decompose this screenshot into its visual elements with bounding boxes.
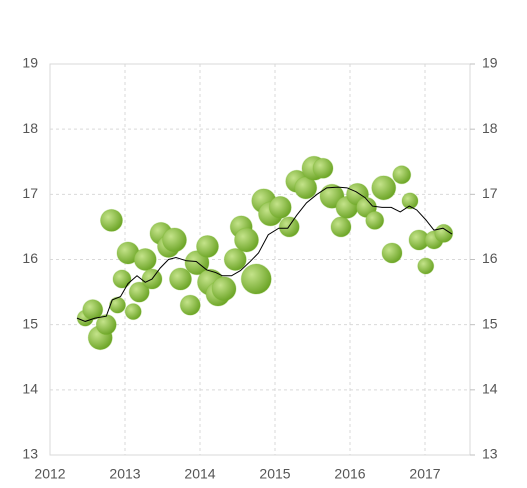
bubble xyxy=(365,210,385,230)
bubble xyxy=(128,281,150,303)
y2-tick-label: 15 xyxy=(482,315,498,331)
bubble xyxy=(112,269,132,289)
y2-tick-label: 17 xyxy=(482,185,498,201)
bubble xyxy=(109,296,126,314)
y2-tick-label: 19 xyxy=(482,55,498,71)
x-tick-label: 2012 xyxy=(34,466,65,482)
grid xyxy=(49,63,475,456)
y-tick-label: 19 xyxy=(22,55,38,71)
y-tick-label: 14 xyxy=(22,381,38,397)
y2-tick-label: 18 xyxy=(482,120,498,136)
x-tick-label: 2015 xyxy=(259,466,290,482)
bubble xyxy=(234,227,259,253)
x-tick-label: 2017 xyxy=(409,466,440,482)
bubble xyxy=(417,257,435,275)
x-tick-label: 2016 xyxy=(334,466,365,482)
bubble xyxy=(401,192,419,210)
y-tick-label: 13 xyxy=(22,446,38,462)
line xyxy=(76,186,453,322)
y2-tick-label: 14 xyxy=(482,381,498,397)
y-tick-label: 17 xyxy=(22,185,38,201)
bubble xyxy=(184,250,210,276)
y-tick-label: 18 xyxy=(22,120,38,136)
bubble xyxy=(330,216,352,238)
bubble xyxy=(211,276,237,302)
bubble xyxy=(100,208,123,232)
bubble xyxy=(196,234,219,258)
bubble xyxy=(162,227,187,253)
bubble xyxy=(169,267,192,291)
bubble xyxy=(124,303,142,321)
bubble xyxy=(95,314,117,336)
y2-tick-label: 13 xyxy=(482,446,498,462)
y-tick-label: 15 xyxy=(22,315,38,331)
bubble xyxy=(82,299,104,321)
y2-tick-label: 16 xyxy=(482,250,498,266)
bubble xyxy=(240,263,272,295)
bubble xyxy=(268,195,292,219)
x-tick-label: 2014 xyxy=(184,466,215,482)
bubble xyxy=(392,165,412,185)
bubble xyxy=(179,294,201,316)
bubble xyxy=(381,242,403,264)
bubble xyxy=(133,248,157,271)
bubble xyxy=(371,175,397,201)
plot xyxy=(76,155,454,351)
bubble xyxy=(223,248,247,271)
bubble xyxy=(434,223,454,243)
bubble xyxy=(312,157,334,179)
x-tick-label: 2013 xyxy=(109,466,140,482)
y-tick-label: 16 xyxy=(22,250,38,266)
